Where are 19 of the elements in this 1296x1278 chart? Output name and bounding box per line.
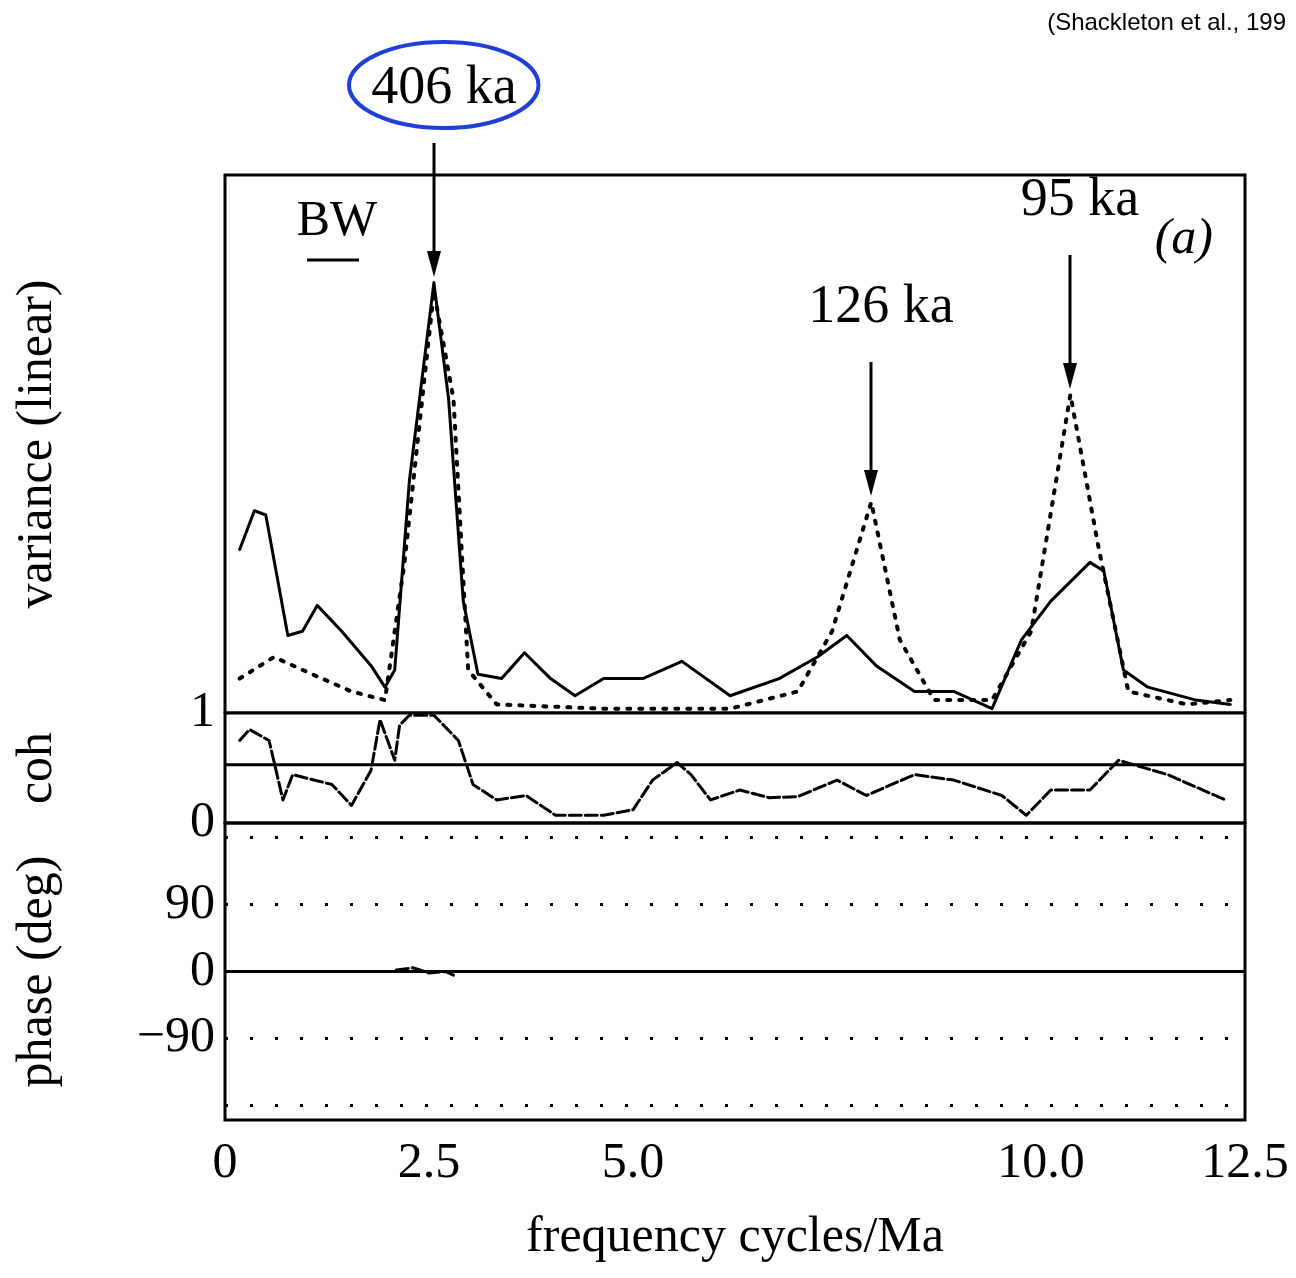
y-axis-title: coh bbox=[6, 731, 63, 805]
x-tick-label: 12.5 bbox=[1201, 1132, 1289, 1189]
annotation: 126 ka bbox=[808, 274, 954, 334]
text: (a) bbox=[1154, 208, 1213, 264]
x-tick-label: 10.0 bbox=[997, 1132, 1085, 1189]
text: 95 ka bbox=[1020, 167, 1140, 227]
text: (Shackleton et al., 199 bbox=[1047, 8, 1286, 35]
y-tick-label: 0 bbox=[190, 939, 215, 996]
x-tick-label: 2.5 bbox=[397, 1132, 461, 1189]
y-tick-label: 90 bbox=[165, 872, 215, 929]
y-axis-title: phase (deg) bbox=[6, 855, 63, 1088]
y-tick-label: 1 bbox=[190, 681, 215, 738]
y-tick-label: 0 bbox=[190, 791, 215, 848]
x-axis-title: frequency cycles/Ma bbox=[526, 1206, 944, 1263]
text: 406 ka bbox=[371, 55, 517, 115]
x-tick-label: 5.0 bbox=[601, 1132, 665, 1189]
text: BW bbox=[296, 190, 379, 246]
y-axis-title: variance (linear) bbox=[6, 279, 63, 609]
y-tick-label: −90 bbox=[136, 1006, 215, 1063]
